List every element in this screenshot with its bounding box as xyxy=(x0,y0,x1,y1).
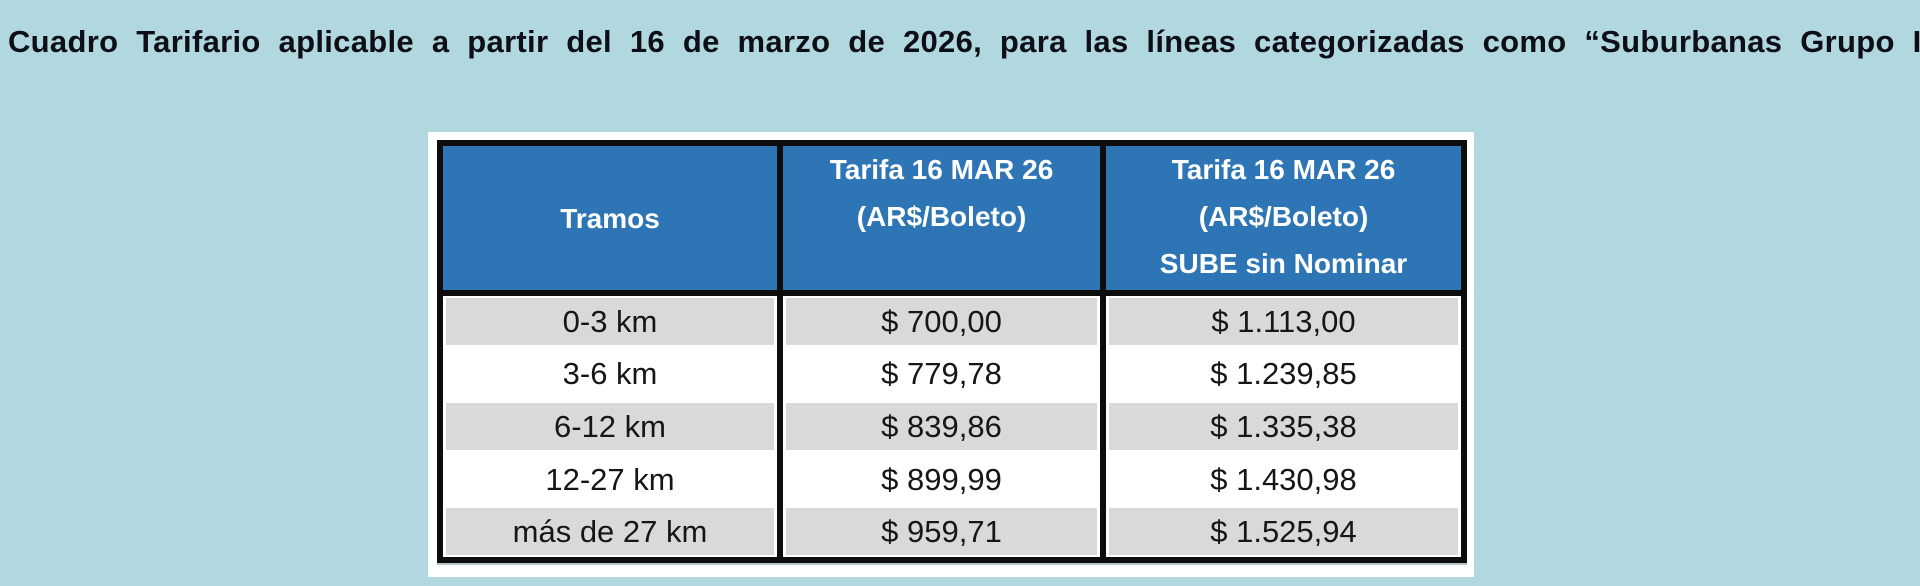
cell-tarifa-sube: $ 1.113,00 xyxy=(1109,298,1458,345)
header-line: Tarifa 16 MAR 26 xyxy=(829,154,1054,185)
cell-tarifa: $ 779,78 xyxy=(786,350,1097,397)
cell-tarifa: $ 839,86 xyxy=(786,403,1097,450)
header-line: (AR$/Boleto) xyxy=(1198,201,1369,232)
table-row: 0-3 km $ 700,00 $ 1.113,00 xyxy=(440,293,1464,347)
table-row: 6-12 km $ 839,86 $ 1.335,38 xyxy=(440,400,1464,453)
cell-tramo: 3-6 km xyxy=(446,350,774,397)
header-line: Tarifa 16 MAR 26 xyxy=(1171,154,1396,185)
header-line: Tramos xyxy=(560,202,660,234)
header-line: SUBE sin Nominar xyxy=(1159,248,1408,279)
cell-tramo: 0-3 km xyxy=(446,298,774,345)
cell-tarifa-sube: $ 1.239,85 xyxy=(1109,350,1458,397)
cell-tarifa: $ 899,99 xyxy=(786,456,1097,503)
table-row: más de 27 km $ 959,71 $ 1.525,94 xyxy=(440,506,1464,560)
table-sheet: Tramos Tarifa 16 MAR 26 (AR$/Boleto) Tar… xyxy=(428,132,1474,577)
cell-tramo: 12-27 km xyxy=(446,456,774,503)
cell-tarifa-sube: $ 1.525,94 xyxy=(1109,508,1458,555)
header-line: (AR$/Boleto) xyxy=(856,201,1027,232)
cell-tarifa: $ 700,00 xyxy=(786,298,1097,345)
table-row: 3-6 km $ 779,78 $ 1.239,85 xyxy=(440,347,1464,400)
cell-tarifa-sube: $ 1.335,38 xyxy=(1109,403,1458,450)
table-header: Tramos Tarifa 16 MAR 26 (AR$/Boleto) Tar… xyxy=(440,143,1464,296)
page-title: Cuadro Tarifario aplicable a partir del … xyxy=(8,24,1920,59)
cell-tarifa-sube: $ 1.430,98 xyxy=(1109,456,1458,503)
cell-tramo: 6-12 km xyxy=(446,403,774,450)
table-body: 0-3 km $ 700,00 $ 1.113,00 3-6 km $ 779,… xyxy=(440,293,1464,560)
cell-tramo: más de 27 km xyxy=(446,508,774,555)
tariff-table: Tramos Tarifa 16 MAR 26 (AR$/Boleto) Tar… xyxy=(437,140,1467,563)
column-header-tarifa: Tarifa 16 MAR 26 (AR$/Boleto) xyxy=(777,143,1103,296)
column-header-tramos: Tramos xyxy=(440,143,780,296)
column-header-tarifa-sube: Tarifa 16 MAR 26 (AR$/Boleto) SUBE sin N… xyxy=(1100,143,1464,296)
cell-tarifa: $ 959,71 xyxy=(786,508,1097,555)
table-row: 12-27 km $ 899,99 $ 1.430,98 xyxy=(440,453,1464,506)
